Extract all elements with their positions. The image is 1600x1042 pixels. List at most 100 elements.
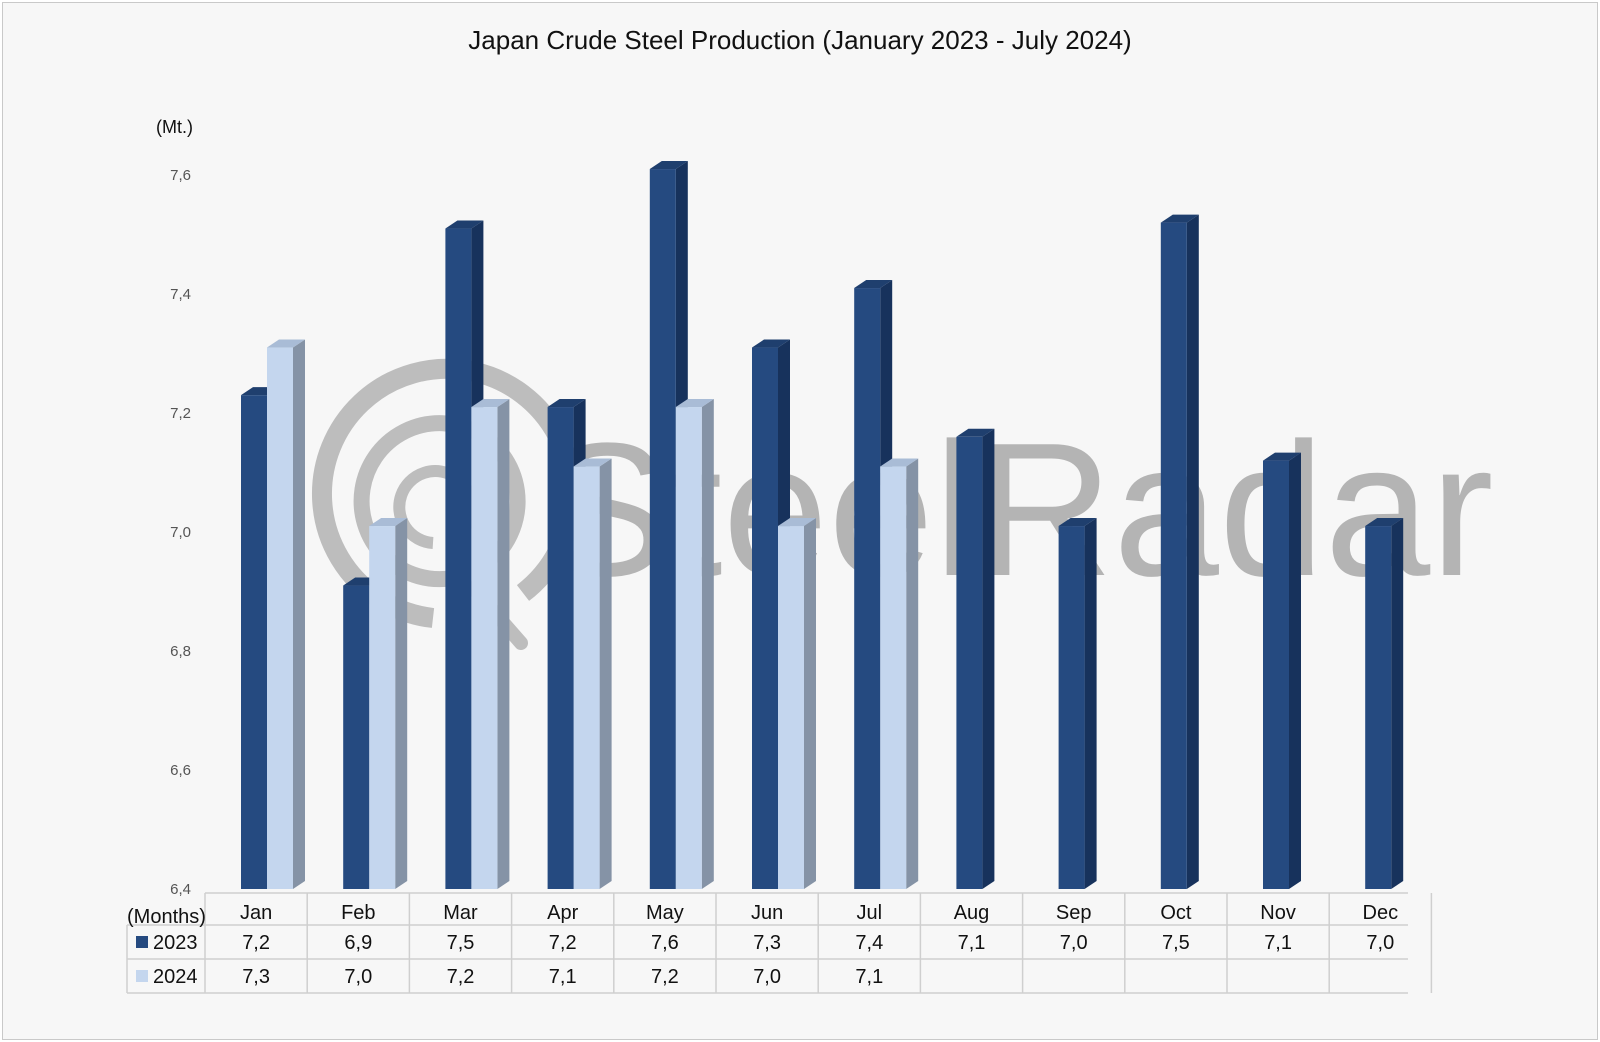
bar-front [343, 585, 370, 889]
data-label: 7,2 [549, 932, 577, 954]
bar-front [267, 347, 293, 889]
legend-swatch [136, 936, 148, 948]
legend-label: 2023 [153, 932, 198, 954]
bar-2023-nov [1263, 452, 1301, 889]
bar-front [956, 436, 983, 889]
bar-side [1391, 518, 1404, 889]
bar-top [547, 399, 586, 408]
bar-2023-aug [956, 428, 995, 889]
data-label: 7,1 [958, 932, 986, 954]
x-tick-label: Oct [1160, 902, 1192, 924]
bar-front [1058, 526, 1085, 889]
data-label: 7,5 [1162, 932, 1190, 954]
data-label: 6,9 [344, 932, 372, 954]
bar-2024-feb [369, 518, 408, 889]
bar-2024-apr [573, 458, 612, 889]
bar-top [649, 161, 688, 170]
bar-front [1365, 526, 1392, 889]
bar-side [906, 458, 919, 889]
bar-top [880, 458, 919, 467]
bar-top [778, 518, 816, 527]
y-tick-label: 7,0 [170, 524, 191, 541]
bar-front [1263, 460, 1289, 889]
data-label: 7,3 [753, 932, 781, 954]
data-label: 7,2 [651, 966, 679, 988]
bar-front [241, 395, 267, 889]
bar-2023-oct [1160, 214, 1199, 890]
x-tick-label: Apr [547, 902, 578, 924]
bar-side [982, 428, 995, 889]
y-tick-label: 7,2 [170, 405, 191, 422]
data-table: (Months) Jan Feb Mar Apr May Jun Jul Aug Sep Oct No… [126, 892, 1433, 994]
data-label: 7,5 [447, 932, 475, 954]
bar-2024-jul [880, 458, 919, 889]
x-tick-label: May [646, 902, 684, 924]
bar-side [1084, 518, 1097, 889]
bar-front [880, 466, 907, 889]
y-tick-label: 7,6 [170, 167, 191, 184]
data-label: 7,0 [344, 966, 372, 988]
bar-front [1160, 222, 1187, 890]
bar-top [752, 339, 790, 348]
bar-top [445, 220, 484, 229]
bar-front [471, 407, 498, 889]
bar-chart: SteelRadar Japan Crude Steel Production … [126, 25, 1494, 994]
data-label: 7,0 [1060, 932, 1088, 954]
bar-side [804, 518, 816, 889]
y-axis-label: (Mt.) [156, 117, 193, 137]
y-tick-label: 6,4 [170, 881, 191, 898]
bar-top [573, 458, 612, 467]
x-tick-label: Dec [1363, 902, 1399, 924]
bar-front [854, 288, 881, 889]
bar-top [369, 518, 408, 527]
data-label: 7,0 [1366, 932, 1394, 954]
bar-front [649, 169, 676, 890]
bar-2024-jan [267, 339, 305, 889]
bar-front [778, 526, 804, 889]
x-tick-label: Sep [1056, 902, 1092, 924]
bar-top [1365, 518, 1404, 527]
bar-side [395, 518, 408, 889]
bar-side [293, 339, 305, 889]
bar-top [854, 280, 893, 289]
x-tick-label: Jun [751, 902, 783, 924]
bar-2024-may [675, 399, 714, 889]
bar-side [497, 399, 510, 889]
bar-front [675, 407, 702, 889]
bar-side [1186, 214, 1199, 890]
legend-swatch [136, 970, 148, 982]
data-label: 7,4 [855, 932, 883, 954]
x-tick-label: Jan [240, 902, 272, 924]
x-axis-label: (Months) [127, 906, 206, 928]
data-label: 7,1 [549, 966, 577, 988]
bar-2024-mar [471, 399, 510, 889]
bar-top [267, 339, 305, 348]
bar-2023-dec [1365, 518, 1404, 889]
bar-front [445, 228, 472, 890]
bar-front [547, 407, 574, 889]
chart-title: Japan Crude Steel Production (January 20… [468, 25, 1131, 55]
bar-2024-jun [778, 518, 816, 889]
bar-front [369, 526, 396, 889]
data-label: 7,2 [447, 966, 475, 988]
bars [241, 161, 1404, 890]
y-tick-label: 6,6 [170, 762, 191, 779]
x-tick-label: Nov [1260, 902, 1296, 924]
bar-side [1289, 452, 1301, 889]
data-label: 7,1 [1264, 932, 1292, 954]
y-axis-ticks: 6,4 6,6 6,8 7,0 7,2 7,4 7,6 [170, 167, 191, 898]
x-tick-label: Aug [954, 902, 990, 924]
data-label: 7,6 [651, 932, 679, 954]
data-label: 7,2 [242, 932, 270, 954]
bar-top [675, 399, 714, 408]
bar-front [573, 466, 600, 889]
legend-label: 2024 [153, 966, 198, 988]
bar-side [599, 458, 612, 889]
bar-top [1263, 452, 1301, 461]
data-label: 7,3 [242, 966, 270, 988]
bar-top [1058, 518, 1097, 527]
bar-top [1160, 214, 1199, 223]
bar-2023-sep [1058, 518, 1097, 889]
bar-top [471, 399, 510, 408]
bar-top [956, 428, 995, 437]
